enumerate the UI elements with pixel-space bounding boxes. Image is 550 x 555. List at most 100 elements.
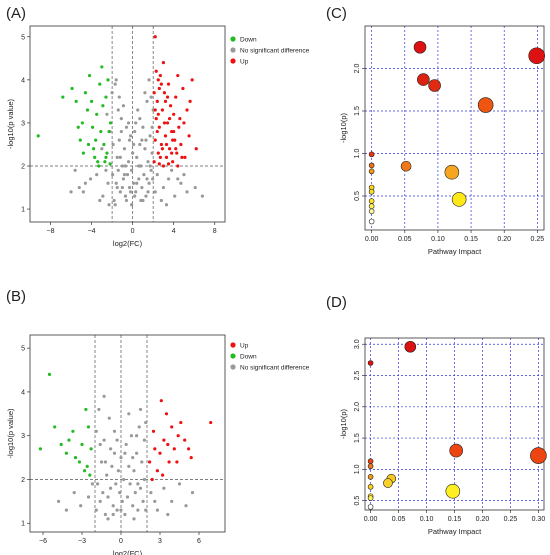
data-point-ns	[133, 194, 137, 198]
data-point-up	[169, 104, 173, 108]
data-point-up	[167, 147, 172, 151]
legend-entry: Down	[240, 353, 257, 360]
y-tick-label: 3	[21, 120, 25, 127]
x-tick-label: 8	[213, 228, 217, 235]
pathway-bubble	[530, 447, 547, 464]
data-point-ns	[135, 434, 139, 438]
data-point-down	[93, 155, 97, 159]
data-point-ns	[94, 508, 98, 512]
data-point-ns	[109, 486, 113, 490]
pathway-bubble	[368, 208, 375, 215]
data-point-up	[170, 425, 174, 429]
data-point-ns	[112, 198, 116, 203]
data-point-up	[148, 460, 152, 464]
data-point-down	[85, 464, 89, 468]
data-point-ns	[119, 508, 123, 512]
data-point-ns	[130, 168, 134, 172]
data-point-ns	[77, 185, 81, 190]
data-point-up	[175, 151, 179, 155]
y-tick-label: 2	[21, 477, 25, 484]
data-point-ns	[127, 185, 132, 190]
data-point-up	[172, 447, 176, 451]
x-tick-label: 0.30	[532, 516, 546, 523]
y-tick-label: 4	[21, 77, 25, 84]
data-point-up	[157, 125, 161, 129]
data-point-down	[61, 95, 65, 99]
data-point-ns	[112, 429, 117, 433]
legend-marker	[230, 353, 236, 359]
x-tick-label: 0.10	[431, 236, 445, 243]
data-point-ns	[179, 181, 183, 185]
data-point-up	[152, 91, 156, 95]
data-point-up	[190, 78, 194, 82]
data-point-ns	[133, 129, 137, 134]
data-point-ns	[142, 173, 146, 177]
data-point-ns	[118, 155, 122, 159]
data-point-up	[150, 477, 154, 482]
data-point-up	[174, 147, 178, 151]
data-point-down	[102, 142, 106, 147]
data-point-ns	[83, 181, 88, 185]
x-tick-label: 0.25	[531, 236, 545, 243]
data-point-down	[77, 460, 81, 464]
y-axis-title: -log10(p value)	[6, 98, 15, 149]
pathway-bubble	[367, 495, 374, 501]
data-point-up	[174, 95, 178, 99]
data-point-up	[158, 451, 162, 455]
data-point-up	[166, 442, 170, 447]
data-point-down	[36, 134, 40, 138]
pathway-bubble	[477, 97, 494, 113]
data-point-up	[183, 438, 187, 442]
data-point-down	[94, 138, 98, 142]
data-point-ns	[101, 194, 105, 198]
data-point-ns	[127, 464, 131, 468]
data-point-down	[104, 95, 108, 99]
data-point-ns	[104, 168, 108, 172]
data-point-ns	[131, 504, 135, 508]
pathway-bubble	[368, 218, 375, 225]
legend-marker	[230, 58, 236, 64]
legend-marker	[230, 364, 236, 370]
data-point-down	[98, 82, 102, 86]
data-point-ns	[88, 177, 93, 181]
y-tick-label: 5	[21, 34, 25, 41]
data-point-up	[153, 108, 157, 112]
y-tick-label: 3.0	[354, 339, 361, 349]
data-point-ns	[118, 491, 122, 495]
data-point-down	[101, 104, 105, 108]
pathway-bubble	[367, 360, 374, 366]
data-point-ns	[86, 495, 91, 499]
data-point-up	[180, 155, 184, 159]
data-point-down	[108, 162, 112, 166]
data-point-ns	[115, 438, 119, 442]
y-tick-label: 1.5	[354, 433, 361, 443]
data-point-up	[157, 86, 161, 91]
data-point-up	[165, 121, 170, 125]
y-axis-title: -log10(p)	[339, 408, 348, 439]
data-point-ns	[99, 460, 104, 464]
data-point-ns	[79, 504, 83, 508]
data-point-down	[100, 65, 104, 69]
data-point-up	[171, 138, 175, 142]
data-point-ns	[137, 425, 141, 429]
data-point-down	[92, 147, 96, 151]
data-point-up	[181, 86, 185, 91]
pathway-bubble	[428, 79, 441, 92]
x-axis-title: log2(FC)	[113, 549, 143, 555]
pathway-bubble	[368, 198, 375, 204]
data-point-down	[80, 121, 84, 125]
data-point-down	[71, 429, 75, 433]
x-tick-label: −4	[88, 228, 96, 235]
data-point-ns	[107, 416, 111, 420]
data-point-ns	[149, 491, 153, 495]
data-point-ns	[64, 508, 68, 512]
data-point-up	[177, 125, 181, 129]
data-point-ns	[185, 190, 189, 194]
data-point-up	[160, 147, 164, 151]
data-point-ns	[116, 469, 120, 473]
data-point-up	[153, 447, 157, 451]
data-point-up	[182, 121, 186, 125]
data-point-up	[163, 99, 168, 103]
data-point-down	[73, 455, 78, 460]
data-point-up	[171, 160, 175, 164]
